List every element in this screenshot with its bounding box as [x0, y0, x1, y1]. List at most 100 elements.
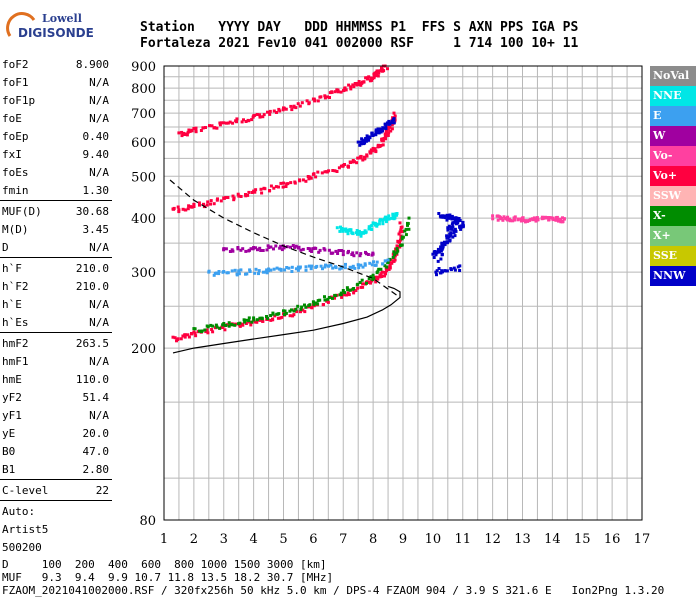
data-point [355, 161, 359, 165]
param-value: N/A [89, 355, 109, 368]
data-point [380, 66, 383, 70]
data-point [176, 338, 180, 341]
param-key: yF1 [2, 409, 22, 422]
data-point [372, 76, 376, 80]
data-point [323, 298, 327, 302]
param-key: yE [2, 427, 16, 440]
data-point [210, 124, 214, 128]
data-point [392, 121, 396, 125]
data-point [388, 265, 392, 269]
data-point [384, 218, 388, 222]
data-point [561, 216, 564, 220]
data-point [315, 264, 319, 268]
data-point [451, 225, 455, 229]
data-point [349, 87, 353, 91]
data-point [327, 169, 331, 173]
data-point [374, 263, 378, 267]
param-row: foEp 0.40 [0, 128, 112, 146]
data-point [382, 126, 386, 130]
data-point [452, 231, 456, 235]
legend-item: Vo+ [650, 166, 696, 186]
data-point [454, 229, 458, 233]
data-point [299, 310, 302, 314]
data-point [379, 267, 383, 271]
data-point [327, 248, 331, 252]
x-tick-label: 4 [249, 532, 257, 547]
data-point [376, 74, 380, 78]
data-point [340, 249, 344, 252]
data-point [223, 328, 227, 332]
y-tick-label: 80 [139, 514, 156, 529]
data-point [344, 88, 348, 92]
data-point [202, 202, 205, 206]
data-point [440, 241, 444, 245]
data-point [281, 185, 285, 189]
data-point [442, 214, 446, 218]
data-point [545, 216, 549, 219]
data-point [445, 213, 449, 217]
data-point [445, 236, 449, 240]
data-point [177, 208, 181, 212]
data-point [298, 178, 301, 182]
data-point [350, 253, 354, 256]
param-value: 47.0 [82, 445, 110, 458]
x-tick-label: 14 [544, 532, 561, 547]
data-point [370, 78, 374, 82]
data-point [244, 193, 247, 196]
data-point [512, 216, 516, 220]
data-point [337, 249, 341, 252]
x-tick-label: 12 [484, 532, 501, 547]
data-point [213, 326, 217, 330]
data-point [404, 227, 408, 231]
data-point [268, 112, 272, 116]
data-point [283, 268, 287, 272]
param-value: 210.0 [75, 262, 109, 275]
data-point [324, 263, 327, 267]
autoscale-text: 500200 [2, 541, 42, 554]
data-point [431, 252, 435, 256]
data-point [371, 149, 374, 153]
data-point [446, 226, 450, 230]
data-point [535, 216, 539, 220]
param-key: foF1 [2, 76, 29, 89]
param-row: foE N/A [0, 110, 112, 128]
data-point [284, 185, 288, 188]
data-point [372, 260, 375, 264]
data-point [354, 289, 358, 292]
data-point [407, 216, 411, 220]
data-point [292, 309, 296, 313]
param-row: fxI 9.40 [0, 146, 112, 164]
data-point [278, 246, 282, 250]
data-point [311, 247, 315, 251]
data-point [370, 131, 374, 135]
data-point [285, 266, 289, 269]
data-point [351, 264, 355, 268]
data-point [331, 169, 335, 172]
data-point [287, 266, 291, 270]
data-point [323, 170, 327, 174]
data-point [217, 272, 221, 276]
trace-nne-spread [335, 212, 399, 238]
data-point [441, 270, 444, 274]
data-point [222, 121, 226, 125]
data-point [275, 266, 279, 270]
data-point [269, 318, 273, 322]
data-point [217, 270, 221, 273]
data-point [283, 313, 286, 316]
data-point [390, 120, 394, 124]
data-point [227, 324, 231, 328]
data-point [435, 250, 439, 254]
data-point [383, 274, 386, 278]
param-key: foF2 [2, 58, 29, 71]
trace-nnw-upper [356, 117, 396, 147]
data-point [339, 227, 343, 231]
data-point [436, 247, 440, 251]
data-point [393, 114, 397, 118]
data-point [371, 133, 375, 137]
data-point [359, 83, 363, 87]
data-point [228, 250, 232, 253]
data-point [248, 268, 252, 272]
data-point [267, 269, 270, 273]
data-point [439, 257, 443, 261]
data-point [359, 234, 363, 238]
